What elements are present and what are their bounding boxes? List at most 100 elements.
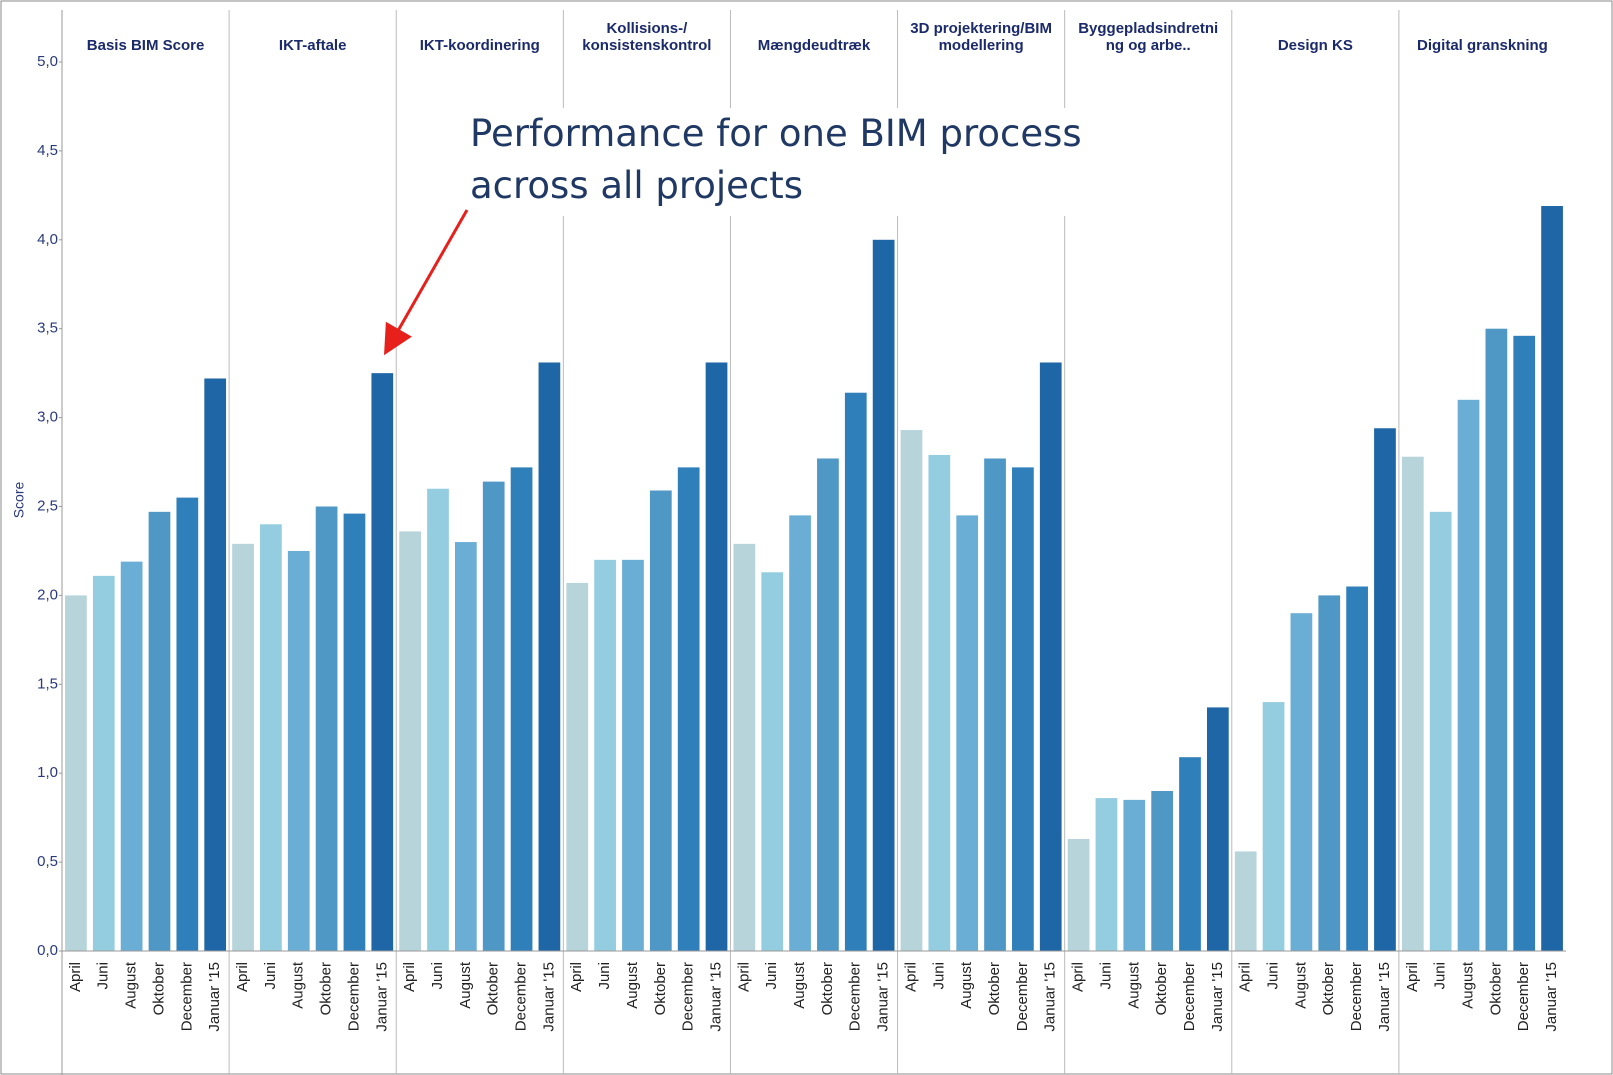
bar xyxy=(677,467,700,951)
bar xyxy=(1541,206,1563,951)
bar xyxy=(176,497,199,951)
x-tick-label: December xyxy=(345,962,362,1031)
bar xyxy=(482,481,505,951)
x-tick-label: Januar '15 xyxy=(206,962,223,1032)
y-tick-label: 0,0 xyxy=(37,942,58,959)
bar xyxy=(872,239,895,952)
x-tick-label: Juni xyxy=(596,962,613,990)
bar xyxy=(454,542,477,951)
panel-header: Basis BIM Score xyxy=(86,37,205,54)
bar xyxy=(900,430,923,951)
bar xyxy=(956,515,979,951)
x-tick-label: Januar '15 xyxy=(875,962,892,1032)
bar xyxy=(148,511,171,951)
x-tick-label: Oktober xyxy=(1320,962,1337,1015)
bar xyxy=(1457,399,1480,951)
bar xyxy=(1095,798,1118,951)
x-tick-label: Januar '15 xyxy=(1376,962,1393,1032)
x-tick-label: Oktober xyxy=(1487,962,1504,1015)
panel-header: Kollisions-/ konsistenskontrol xyxy=(582,20,712,54)
y-tick-label: 0,5 xyxy=(37,853,58,870)
x-tick-label: Juni xyxy=(1097,962,1114,990)
x-tick-label: August xyxy=(123,961,140,1009)
bar xyxy=(120,561,143,951)
bar xyxy=(789,515,811,951)
panel-header: Design KS xyxy=(1277,37,1353,54)
bar xyxy=(1123,799,1146,951)
x-tick-label: Juni xyxy=(930,962,947,990)
bar xyxy=(287,550,310,951)
x-tick-label: December xyxy=(1515,962,1532,1031)
bar xyxy=(844,392,867,951)
x-tick-label: August xyxy=(290,961,307,1009)
x-tick-label: December xyxy=(1014,962,1031,1031)
x-tick-label: Oktober xyxy=(1153,962,1170,1015)
x-tick-label: December xyxy=(178,962,195,1031)
bar xyxy=(622,559,644,951)
x-tick-label: Januar '15 xyxy=(373,962,390,1032)
y-tick-label: 4,5 xyxy=(37,142,58,159)
x-tick-label: Juni xyxy=(1265,962,1282,990)
x-tick-label: Oktober xyxy=(485,962,502,1015)
x-tick-label: Oktober xyxy=(652,962,669,1015)
bar xyxy=(1290,613,1313,951)
y-axis-label: Score xyxy=(11,482,27,519)
y-tick-label: 2,0 xyxy=(37,586,58,603)
x-tick-label: Juni xyxy=(429,962,446,990)
bar xyxy=(399,531,422,951)
panel-header: IKT-aftale xyxy=(278,37,347,54)
bar xyxy=(1346,586,1368,951)
x-tick-label: August xyxy=(1125,961,1142,1009)
bar xyxy=(1374,428,1396,951)
x-tick-label: August xyxy=(1459,961,1476,1009)
x-tick-label: August xyxy=(1292,961,1309,1009)
x-tick-label: Juni xyxy=(262,962,279,990)
y-tick-label: 3,0 xyxy=(37,409,58,426)
x-tick-label: December xyxy=(1348,962,1365,1031)
x-tick-label: April xyxy=(735,962,752,992)
x-tick-label: Januar '15 xyxy=(1543,962,1560,1032)
bar xyxy=(1485,328,1508,951)
panel-header: Byggepladsindretni ng og arbe.. xyxy=(1078,20,1219,54)
bar xyxy=(510,467,533,951)
bar xyxy=(1206,707,1229,951)
y-tick-label: 4,0 xyxy=(37,231,58,248)
panel-header: Mængdeudtræk xyxy=(757,37,871,54)
x-tick-label: Januar '15 xyxy=(707,962,724,1032)
x-tick-label: Oktober xyxy=(819,962,836,1015)
bar xyxy=(1067,838,1090,951)
bar xyxy=(1318,595,1341,951)
bar xyxy=(761,572,784,951)
y-tick-label: 3,5 xyxy=(37,320,58,337)
x-tick-label: August xyxy=(791,961,808,1009)
x-tick-label: Oktober xyxy=(150,962,167,1015)
bar xyxy=(427,488,449,951)
x-tick-label: December xyxy=(1181,962,1198,1031)
panel-header: IKT-koordinering xyxy=(419,37,540,54)
bar xyxy=(1012,467,1034,951)
bar xyxy=(1429,511,1452,951)
bar xyxy=(92,575,115,951)
bar xyxy=(538,362,561,951)
bar xyxy=(204,378,227,951)
x-tick-label: Januar '15 xyxy=(1042,962,1059,1032)
x-tick-label: Januar '15 xyxy=(540,962,557,1032)
bar xyxy=(1039,362,1062,951)
bar xyxy=(1151,790,1174,951)
x-tick-label: April xyxy=(234,962,251,992)
bar xyxy=(315,506,338,951)
bar xyxy=(594,559,616,951)
x-tick-label: Januar '15 xyxy=(1209,962,1226,1032)
x-tick-label: April xyxy=(902,962,919,992)
x-tick-label: Oktober xyxy=(986,962,1003,1015)
bar xyxy=(649,490,672,951)
x-tick-label: April xyxy=(568,962,585,992)
x-tick-label: April xyxy=(401,962,418,992)
bar xyxy=(817,458,839,951)
panel-header: 3D projektering/BIM modellering xyxy=(910,20,1052,54)
x-tick-label: Oktober xyxy=(318,962,335,1015)
x-tick-label: December xyxy=(847,962,864,1031)
bar xyxy=(566,582,589,951)
bar xyxy=(984,458,1006,951)
x-tick-label: August xyxy=(457,961,474,1009)
